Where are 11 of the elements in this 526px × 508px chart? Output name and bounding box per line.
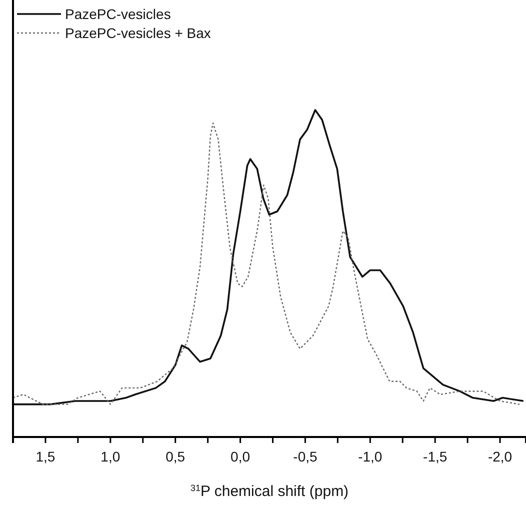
x-tick-label: -1,5: [423, 448, 448, 464]
x-axis-title: $^{31}$P chemical shift (ppm): [190, 483, 349, 500]
legend-label: PazePC-vesicles + Bax: [65, 25, 211, 41]
x-tick-label: 0,5: [166, 448, 186, 464]
x-tick-label: -2,0: [488, 448, 512, 464]
legend-label: PazePC-vesicles: [65, 6, 171, 22]
x-tick-label: 1,0: [100, 448, 120, 464]
x-tick-label: 1,5: [36, 448, 56, 464]
x-tick-label: -0,5: [293, 448, 318, 464]
x-tick-label: -1,0: [358, 448, 382, 464]
x-tick-label: 0,0: [230, 448, 250, 464]
